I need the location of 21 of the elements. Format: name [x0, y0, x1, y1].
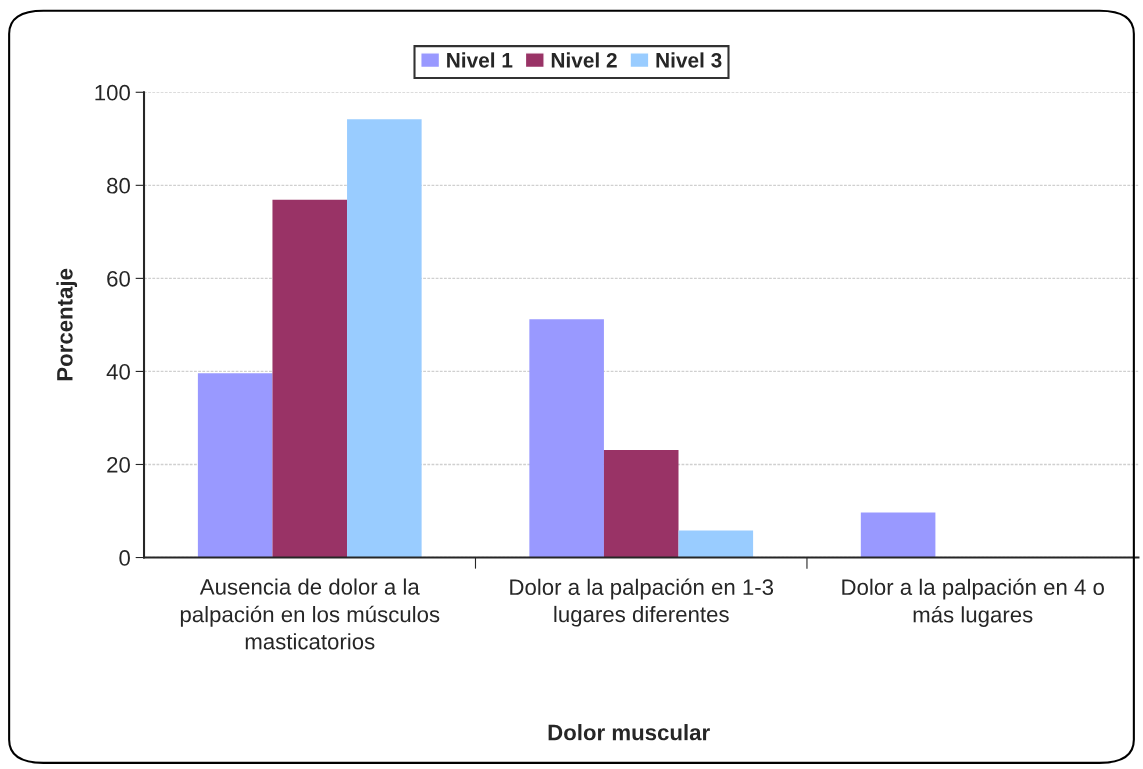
y-tick-label: 40	[106, 363, 130, 380]
y-tick-label: 60	[107, 270, 130, 287]
bar	[347, 119, 422, 558]
y-tick-label: 80	[107, 177, 130, 194]
bar	[272, 199, 348, 558]
x-tick-label: Ausencia de dolor a la palpación en los músculos masticatorios	[180, 578, 440, 650]
bar	[678, 530, 754, 558]
x-tick-label: Dolor a la palpación en 1-3 lugares diferentes	[510, 578, 774, 627]
legend-label: Nivel 1	[447, 52, 513, 68]
y-axis-title: Porcentaje	[56, 268, 78, 381]
bar	[197, 373, 273, 558]
y-tick-label: 20	[107, 457, 130, 473]
legend-label: Nivel 2	[551, 52, 617, 68]
bar	[529, 319, 604, 558]
y-tick-label: 100	[95, 84, 130, 101]
bar	[603, 450, 679, 558]
x-axis-title: Dolor muscular	[548, 724, 710, 741]
y-tick-label: 0	[119, 550, 130, 566]
legend-label: Nivel 3	[656, 52, 722, 68]
bar	[860, 512, 936, 558]
x-tick-label: Dolor a la palpación en 4 o más lugares	[842, 578, 1104, 627]
